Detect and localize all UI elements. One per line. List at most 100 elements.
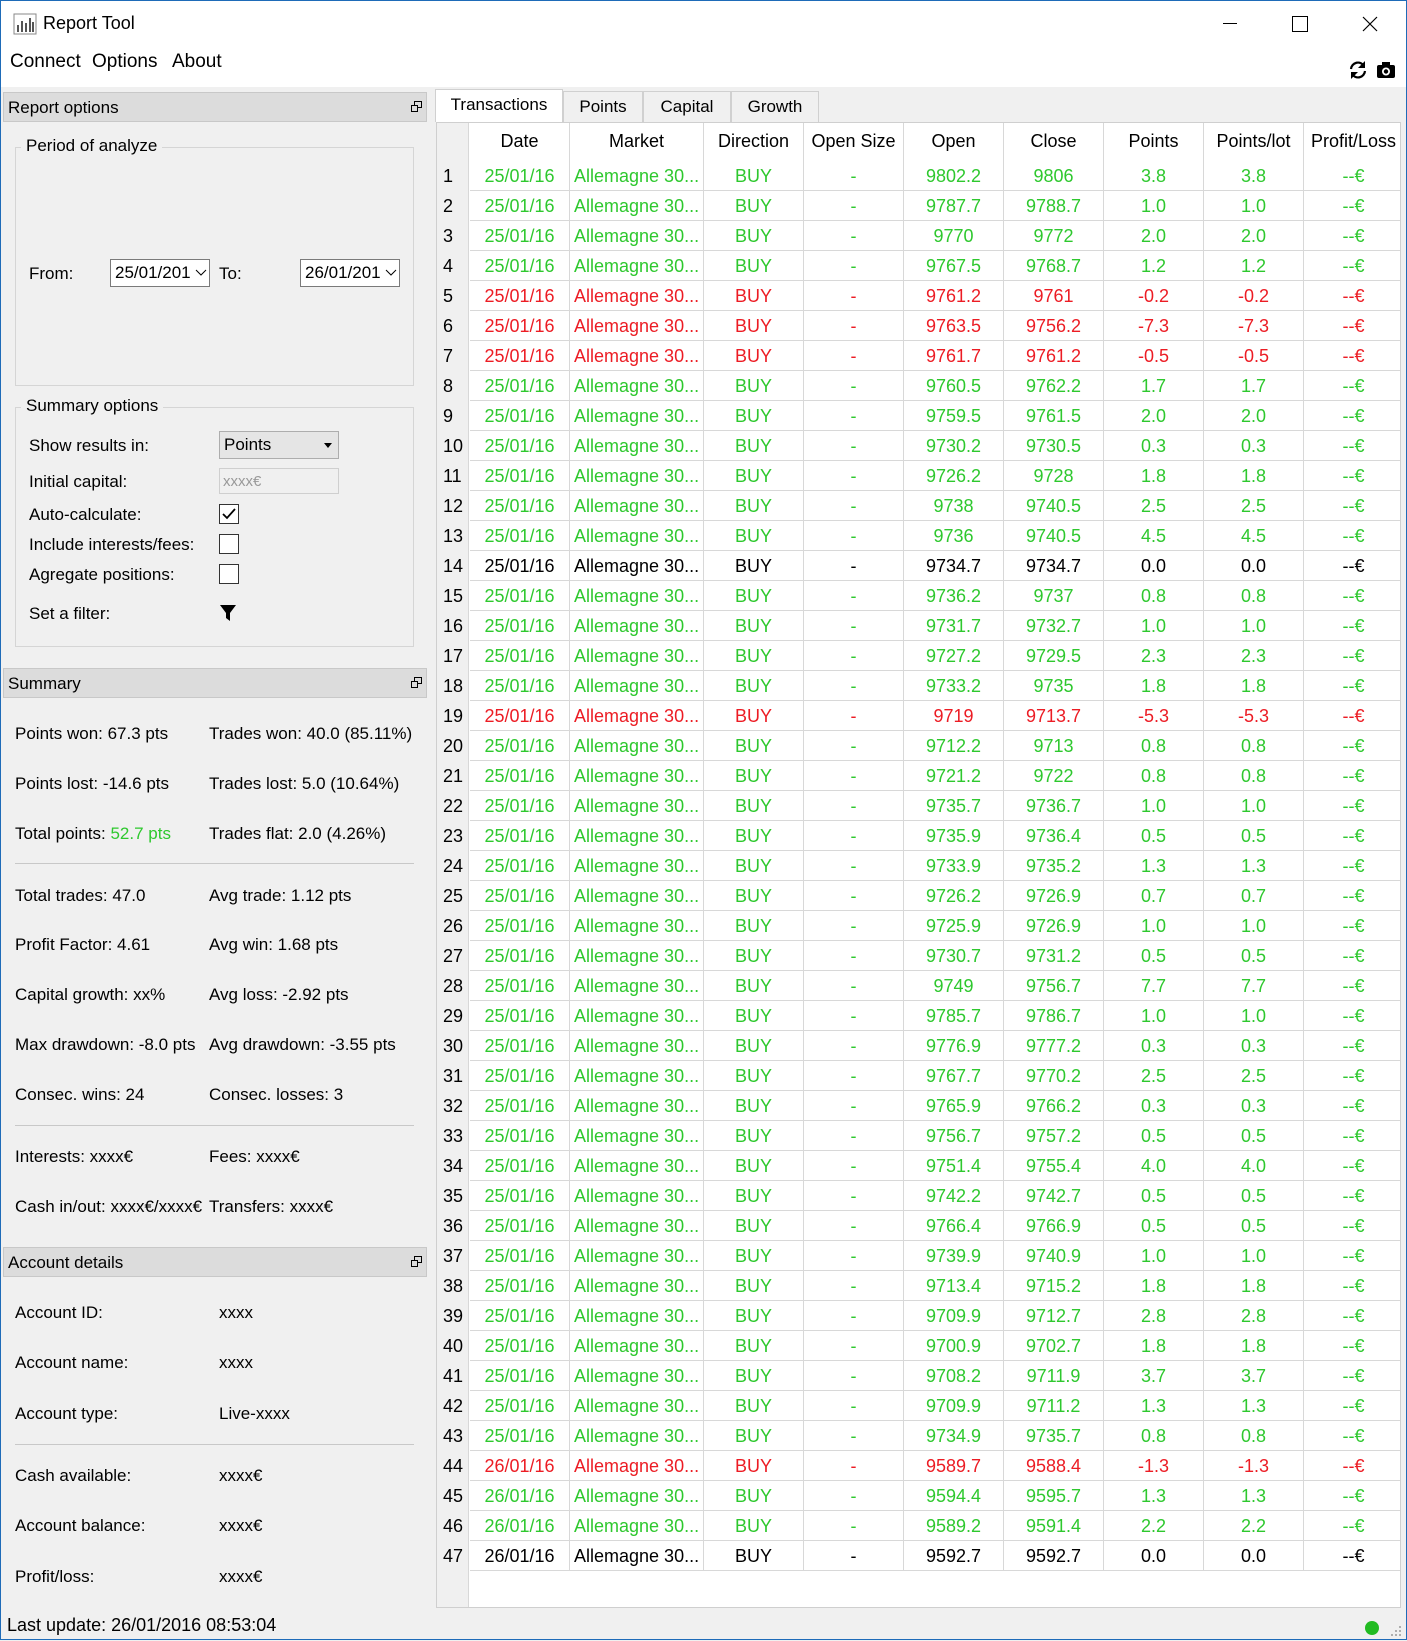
table-row[interactable]: 44 26/01/16 Allemagne 30... BUY -9589.7 9588.…	[437, 1451, 1400, 1481]
total-points: Total points: 52.7 pts	[15, 824, 171, 844]
table-row[interactable]: 26 25/01/16 Allemagne 30... BUY -9725.9 9726.…	[437, 911, 1400, 941]
table-row[interactable]: 40 25/01/16 Allemagne 30... BUY -9700.9 9702.…	[437, 1331, 1400, 1361]
cell-open: 9725.9	[904, 911, 1004, 941]
table-row[interactable]: 1 25/01/16 Allemagne 30... BUY -9802.2 9806 3.…	[437, 161, 1400, 191]
table-row[interactable]: 41 25/01/16 Allemagne 30... BUY -9708.2 9711.…	[437, 1361, 1400, 1391]
tab-transactions[interactable]: Transactions	[435, 89, 563, 122]
column-header-open[interactable]: Open	[904, 123, 1004, 161]
table-row[interactable]: 2 25/01/16 Allemagne 30... BUY -9787.7 9788.7…	[437, 191, 1400, 221]
table-row[interactable]: 12 25/01/16 Allemagne 30... BUY -9738 9740.5 2…	[437, 491, 1400, 521]
table-row[interactable]: 24 25/01/16 Allemagne 30... BUY -9733.9 9735.…	[437, 851, 1400, 881]
table-row[interactable]: 17 25/01/16 Allemagne 30... BUY -9727.2 9729.…	[437, 641, 1400, 671]
from-date-input[interactable]: 25/01/201	[110, 259, 210, 287]
cell-close: 9772	[1004, 221, 1104, 251]
camera-icon[interactable]	[1375, 59, 1397, 81]
table-row[interactable]: 25 25/01/16 Allemagne 30... BUY -9726.2 9726.…	[437, 881, 1400, 911]
table-row[interactable]: 19 25/01/16 Allemagne 30... BUY -9719 9713.7-…	[437, 701, 1400, 731]
table-row[interactable]: 39 25/01/16 Allemagne 30... BUY -9709.9 9712.…	[437, 1301, 1400, 1331]
table-row[interactable]: 34 25/01/16 Allemagne 30... BUY -9751.4 9755.…	[437, 1151, 1400, 1181]
table-row[interactable]: 33 25/01/16 Allemagne 30... BUY -9756.7 9757.…	[437, 1121, 1400, 1151]
show-results-select[interactable]: Points	[219, 431, 339, 459]
resize-grip-icon[interactable]	[1390, 1625, 1402, 1637]
table-row[interactable]: 20 25/01/16 Allemagne 30... BUY -9712.2 9713 0…	[437, 731, 1400, 761]
tab-growth[interactable]: Growth	[731, 91, 819, 122]
cell-date: 25/01/16	[470, 791, 570, 821]
table-row[interactable]: 3 25/01/16 Allemagne 30... BUY -9770 9772 2.0 2…	[437, 221, 1400, 251]
cell-date: 25/01/16	[470, 1031, 570, 1061]
float-dock-icon[interactable]	[411, 677, 422, 688]
table-row[interactable]: 30 25/01/16 Allemagne 30... BUY -9776.9 9777.…	[437, 1031, 1400, 1061]
table-row[interactable]: 18 25/01/16 Allemagne 30... BUY -9733.2 9735 1…	[437, 671, 1400, 701]
column-header-profit-loss[interactable]: Profit/Loss	[1304, 123, 1400, 161]
auto-calculate-checkbox[interactable]	[219, 504, 239, 524]
transactions-table[interactable]: Date Market Direction Open Size Open Close Poi…	[436, 122, 1401, 1608]
table-row[interactable]: 11 25/01/16 Allemagne 30... BUY -9726.2 9728 1…	[437, 461, 1400, 491]
cell-open-size: -	[804, 251, 904, 281]
cell-points: 2.5	[1104, 1061, 1204, 1091]
column-header-date[interactable]: Date	[470, 123, 570, 161]
table-row[interactable]: 27 25/01/16 Allemagne 30... BUY -9730.7 9731.…	[437, 941, 1400, 971]
cell-market: Allemagne 30...	[570, 851, 704, 881]
table-row[interactable]: 45 26/01/16 Allemagne 30... BUY -9594.4 9595.…	[437, 1481, 1400, 1511]
table-row[interactable]: 4 25/01/16 Allemagne 30... BUY -9767.5 9768.7…	[437, 251, 1400, 281]
table-row[interactable]: 37 25/01/16 Allemagne 30... BUY -9739.9 9740.…	[437, 1241, 1400, 1271]
cell-points: 3.8	[1104, 161, 1204, 191]
table-row[interactable]: 13 25/01/16 Allemagne 30... BUY -9736 9740.5 4…	[437, 521, 1400, 551]
table-row[interactable]: 32 25/01/16 Allemagne 30... BUY -9765.9 9766.…	[437, 1091, 1400, 1121]
menu-about[interactable]: About	[172, 51, 222, 72]
column-header-direction[interactable]: Direction	[704, 123, 804, 161]
cell-date: 25/01/16	[470, 551, 570, 581]
table-row[interactable]: 8 25/01/16 Allemagne 30... BUY -9760.5 9762.2…	[437, 371, 1400, 401]
table-row[interactable]: 16 25/01/16 Allemagne 30... BUY -9731.7 9732.…	[437, 611, 1400, 641]
table-row[interactable]: 31 25/01/16 Allemagne 30... BUY -9767.7 9770.…	[437, 1061, 1400, 1091]
table-row[interactable]: 28 25/01/16 Allemagne 30... BUY -9749 9756.7 7…	[437, 971, 1400, 1001]
maximize-button[interactable]	[1265, 1, 1335, 47]
cell-market: Allemagne 30...	[570, 1331, 704, 1361]
table-row[interactable]: 29 25/01/16 Allemagne 30... BUY -9785.7 9786.…	[437, 1001, 1400, 1031]
filter-icon[interactable]	[220, 604, 236, 622]
table-row[interactable]: 10 25/01/16 Allemagne 30... BUY -9730.2 9730.…	[437, 431, 1400, 461]
table-row[interactable]: 15 25/01/16 Allemagne 30... BUY -9736.2 9737 0…	[437, 581, 1400, 611]
table-row[interactable]: 14 25/01/16 Allemagne 30... BUY -9734.7 9734.…	[437, 551, 1400, 581]
table-row[interactable]: 5 25/01/16 Allemagne 30... BUY -9761.2 9761 -0…	[437, 281, 1400, 311]
table-row[interactable]: 47 26/01/16 Allemagne 30... BUY -9592.7 9592.…	[437, 1541, 1400, 1571]
tab-points[interactable]: Points	[563, 91, 643, 122]
table-row[interactable]: 22 25/01/16 Allemagne 30... BUY -9735.7 9736.…	[437, 791, 1400, 821]
table-row[interactable]: 42 25/01/16 Allemagne 30... BUY -9709.9 9711.…	[437, 1391, 1400, 1421]
refresh-icon[interactable]	[1347, 59, 1369, 81]
column-header-market[interactable]: Market	[570, 123, 704, 161]
column-header-open-size[interactable]: Open Size	[804, 123, 904, 161]
table-row[interactable]: 43 25/01/16 Allemagne 30... BUY -9734.9 9735.…	[437, 1421, 1400, 1451]
cell-points: -1.3	[1104, 1451, 1204, 1481]
table-row[interactable]: 9 25/01/16 Allemagne 30... BUY -9759.5 9761.5…	[437, 401, 1400, 431]
tab-capital[interactable]: Capital	[643, 91, 731, 122]
cell-direction: BUY	[704, 851, 804, 881]
column-header-close[interactable]: Close	[1004, 123, 1104, 161]
table-row[interactable]: 46 26/01/16 Allemagne 30... BUY -9589.2 9591.…	[437, 1511, 1400, 1541]
menu-connect[interactable]: Connect	[10, 51, 81, 72]
cell-open: 9709.9	[904, 1301, 1004, 1331]
column-header-points-lot[interactable]: Points/lot	[1204, 123, 1304, 161]
table-row[interactable]: 23 25/01/16 Allemagne 30... BUY -9735.9 9736.…	[437, 821, 1400, 851]
menu-options[interactable]: Options	[92, 51, 158, 72]
cell-profit-loss: --€	[1304, 1511, 1400, 1541]
minimize-icon	[1223, 23, 1237, 24]
table-row[interactable]: 7 25/01/16 Allemagne 30... BUY -9761.7 9761.2…	[437, 341, 1400, 371]
table-row[interactable]: 36 25/01/16 Allemagne 30... BUY -9766.4 9766.…	[437, 1211, 1400, 1241]
include-interests-checkbox[interactable]	[219, 534, 239, 554]
cell-profit-loss: --€	[1304, 641, 1400, 671]
cell-direction: BUY	[704, 911, 804, 941]
minimize-button[interactable]	[1195, 1, 1265, 47]
column-header-points[interactable]: Points	[1104, 123, 1204, 161]
float-dock-icon[interactable]	[411, 1256, 422, 1267]
table-row[interactable]: 35 25/01/16 Allemagne 30... BUY -9742.2 9742.…	[437, 1181, 1400, 1211]
float-dock-icon[interactable]	[411, 101, 422, 112]
agregate-checkbox[interactable]	[219, 564, 239, 584]
table-row[interactable]: 38 25/01/16 Allemagne 30... BUY -9713.4 9715.…	[437, 1271, 1400, 1301]
table-row[interactable]: 21 25/01/16 Allemagne 30... BUY -9721.2 9722 0…	[437, 761, 1400, 791]
table-row[interactable]: 6 25/01/16 Allemagne 30... BUY -9763.5 9756.2…	[437, 311, 1400, 341]
row-number: 21	[443, 766, 464, 786]
close-window-button[interactable]	[1335, 1, 1405, 47]
initial-capital-input[interactable]: xxxx€	[219, 468, 339, 494]
to-date-input[interactable]: 26/01/201	[300, 259, 400, 287]
